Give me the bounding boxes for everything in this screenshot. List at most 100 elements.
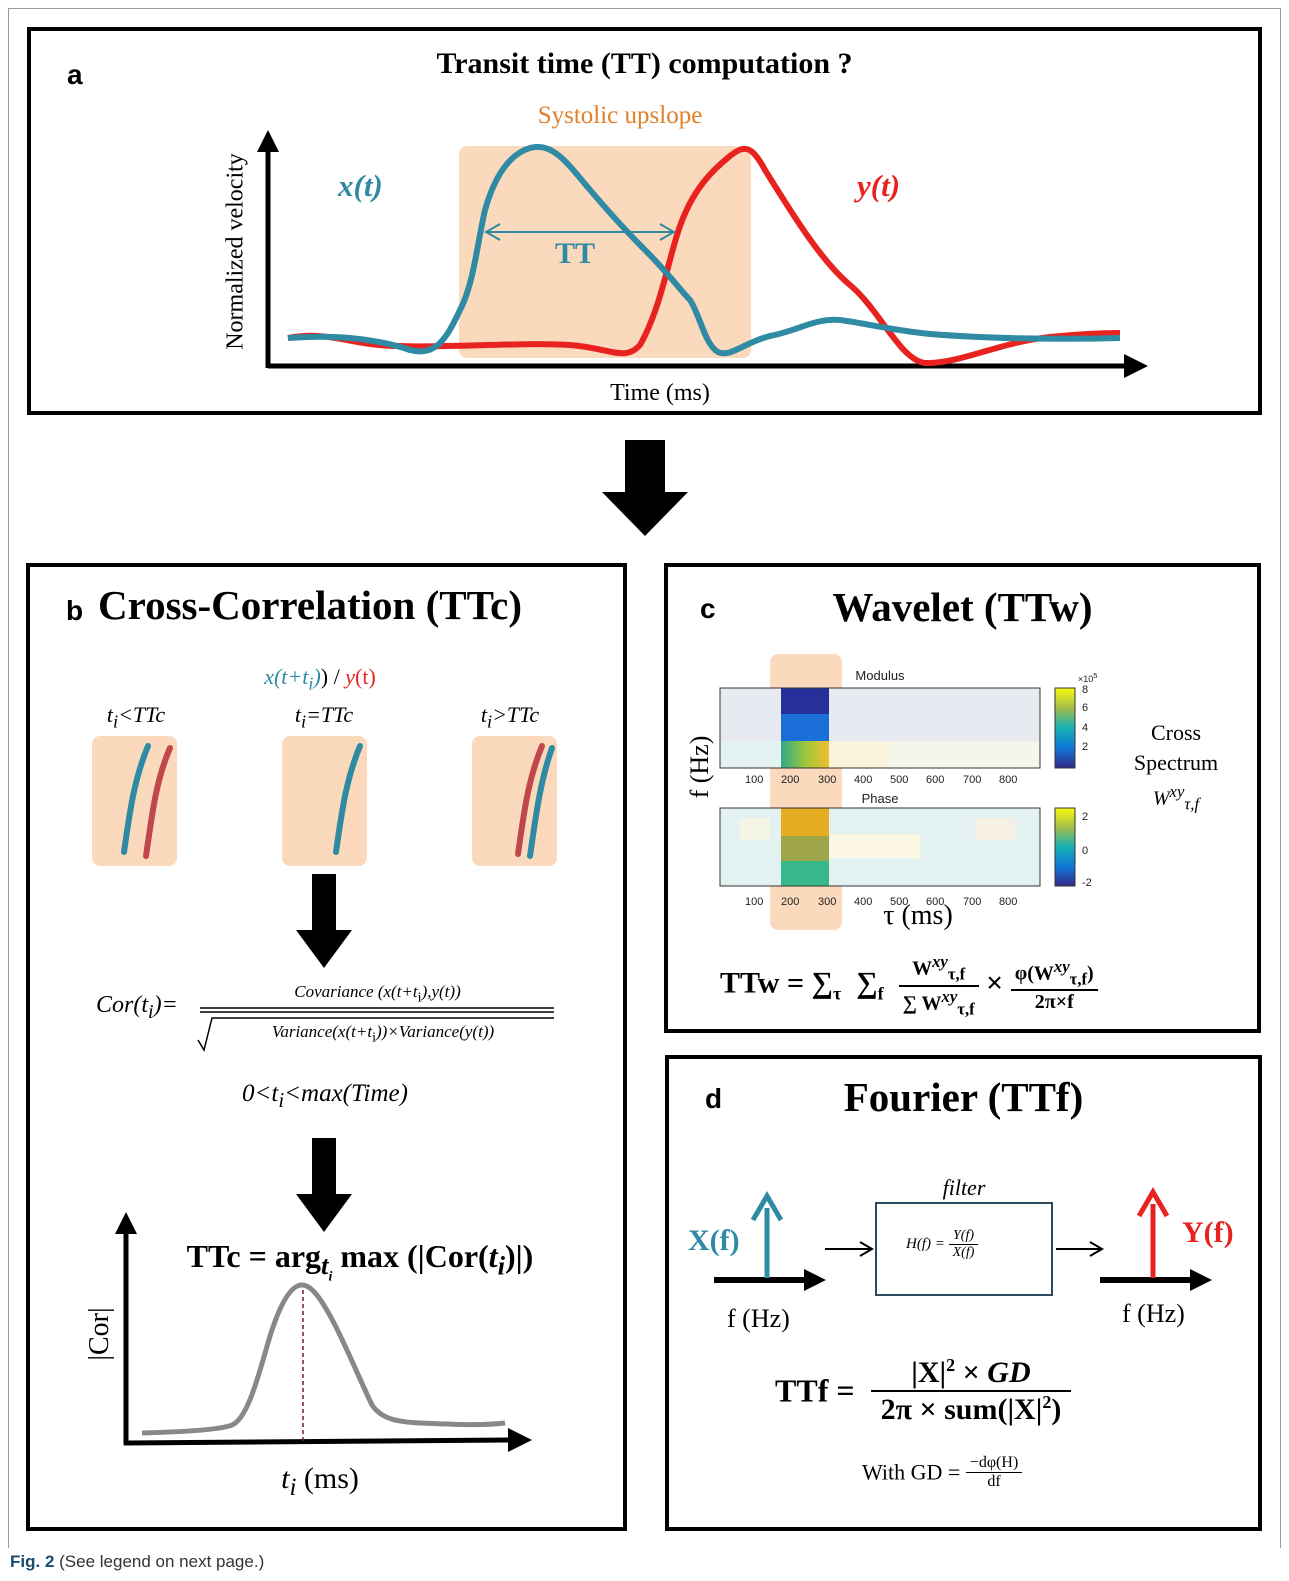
case-less-x-curve: [121, 743, 151, 855]
figure-frame: [8, 8, 1281, 1548]
y-signal-curve: [287, 145, 1121, 367]
cor-x-axis-label: ti (ms): [281, 1462, 359, 1501]
mod-x-tick: 400: [854, 774, 873, 786]
panel-a-label: a: [67, 59, 83, 90]
panel-d-label: d: [705, 1083, 723, 1114]
y-signal-label: y(t): [857, 168, 901, 203]
ttf-formula: TTf = |X|2 × GD 2π × sum(|X|2): [775, 1355, 1072, 1427]
phase-x-tick: 200: [781, 896, 800, 908]
phase-x-tick: 400: [854, 896, 873, 908]
down-arrow-1: [296, 874, 352, 968]
figure-caption: Fig. 2 (See legend on next page.): [10, 1552, 265, 1571]
group-delay-definition: With GD = −dφ(H) df: [862, 1454, 1023, 1491]
ttc-formula: TTc = argti max (|Cor(ti)|): [186, 1238, 534, 1285]
mod-x-tick: 100: [745, 774, 764, 786]
y-spectrum-label: Y(f): [1182, 1216, 1234, 1249]
ti-range: 0<ti<max(Time): [242, 1080, 408, 1112]
mod-cbar-tick: 8: [1082, 684, 1089, 696]
cor-numerator: Covariance (x(t+ti),y(t)): [294, 982, 461, 1006]
tt-label: TT: [554, 237, 596, 270]
panel-c-title: Wavelet (TTw): [832, 584, 1093, 630]
x-frequency-label: f (Hz): [727, 1304, 790, 1333]
x-signal-curve: [287, 143, 1121, 357]
phase-x-tick: 700: [963, 896, 982, 908]
phase-x-tick: 300: [818, 896, 837, 908]
mod-x-tick: 500: [890, 774, 909, 786]
x-spectrum-label: X(f): [688, 1224, 740, 1257]
panel-d-title: Fourier (TTf): [843, 1074, 1084, 1120]
cor-y-arrow: [115, 1212, 137, 1234]
tt-arrow-right-head: [659, 223, 677, 241]
mod-x-tick: 700: [963, 774, 982, 786]
modulus-colorbar: [1054, 687, 1076, 769]
mod-x-tick: 600: [926, 774, 945, 786]
ttw-formula: TTw = ∑τ ∑f Wxyτ,f ∑ Wxyτ,f × φ(Wxyτ,f) …: [720, 952, 1098, 1019]
filter-box: [875, 1202, 1053, 1296]
cor-lhs: Cor(ti)=: [96, 992, 178, 1023]
phase-x-tick: 500: [890, 896, 909, 908]
modulus-mid-cell: [781, 714, 829, 741]
mod-cbar-tick: 4: [1082, 722, 1089, 734]
case-label-equal: ti=TTc: [294, 702, 354, 732]
modulus-low-cell: [781, 741, 829, 768]
modulus-cbar-exponent: ×105: [1078, 671, 1098, 684]
transfer-function: H(f) = Y(f) X(f): [906, 1228, 979, 1261]
cross-spectrum-line2: Spectrum: [1133, 750, 1219, 775]
x-signal-label: x(t): [338, 168, 383, 203]
filter-label: filter: [942, 1175, 986, 1200]
phase-title: Phase: [861, 791, 899, 806]
panel-b-title: Cross-Correlation (TTc): [98, 582, 523, 628]
panel-a-title: Transit time (TT) computation ?: [436, 47, 853, 80]
cor-denominator: Variance(x(t+ti))×Variance(y(t)): [271, 1022, 495, 1046]
phase-high-cell: [781, 808, 829, 836]
phase-mid-cell: [781, 836, 829, 861]
phase-cbar-tick: -2: [1082, 877, 1092, 889]
ttw-weight-fraction: Wxyτ,f ∑ Wxyτ,f: [898, 952, 979, 1019]
cor-x-arrow: [508, 1428, 532, 1452]
cross-spectrum-symbol: Wxyτ,f: [1152, 782, 1200, 814]
phase-colorbar: [1054, 807, 1076, 887]
panel-a-y-arrow: [257, 130, 279, 152]
mod-x-tick: 300: [818, 774, 837, 786]
case-label-greater: ti>TTc: [480, 702, 540, 732]
phase-low-cell: [781, 861, 829, 886]
phase-x-tick: 800: [999, 896, 1018, 908]
mod-x-tick: 200: [781, 774, 800, 786]
case-label-less: ti<TTc: [106, 702, 166, 732]
case-greater-y-curve: [515, 743, 545, 857]
panel-c-label: c: [700, 593, 716, 624]
phase-x-tick: 100: [745, 896, 764, 908]
correlation-curve: [141, 1282, 506, 1436]
panel-a-x-arrow: [1124, 354, 1148, 378]
panel-b-label: b: [66, 595, 84, 626]
phase-x-tick: 600: [926, 896, 945, 908]
modulus-high-cell: [781, 688, 829, 714]
ttw-phase-fraction: φ(Wxyτ,f) 2π×f: [1010, 957, 1098, 1015]
panel-c: c Wavelet (TTw): [664, 563, 1261, 1033]
down-arrow-2: [296, 1138, 352, 1232]
shift-label: x(t+ti)) / y(t): [264, 664, 376, 694]
systolic-upslope-label: Systolic upslope: [537, 102, 703, 129]
case-greater-x-curve: [527, 745, 555, 859]
modulus-title: Modulus: [855, 668, 905, 683]
phase-cbar-tick: 0: [1082, 845, 1089, 857]
case-equal-curve: [333, 743, 363, 855]
panel-a-x-axis-label: Time (ms): [610, 380, 710, 406]
sqrt-sign: [197, 1017, 554, 1052]
tt-arrow-left-head: [483, 223, 501, 241]
wavelet-x-axis-label: τ (ms): [883, 900, 953, 931]
y-frequency-label: f (Hz): [1122, 1299, 1185, 1328]
mod-cbar-tick: 2: [1082, 741, 1089, 753]
mod-cbar-tick: 6: [1082, 702, 1089, 714]
case-box-equal: [282, 736, 367, 866]
case-less-y-curve: [143, 745, 173, 859]
cor-x-axis: [123, 1437, 511, 1446]
phase-cbar-tick: 2: [1082, 811, 1089, 823]
cross-spectrum-line1: Cross: [1150, 720, 1202, 745]
